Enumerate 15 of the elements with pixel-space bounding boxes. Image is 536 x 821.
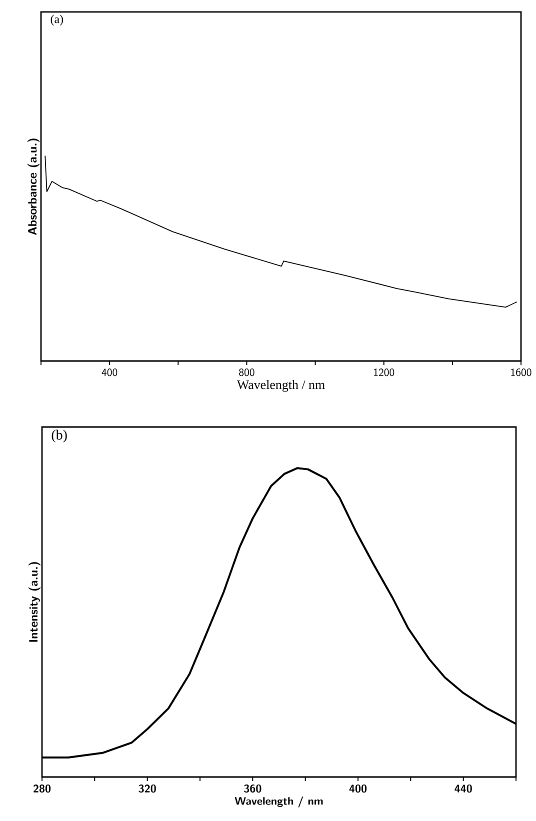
y-axis-title: Intensity (a.u.): [28, 562, 40, 642]
x-tick-label: 440: [454, 784, 472, 793]
x-tick-label: 1200: [374, 368, 394, 376]
y-axis-title: Absorbance (a.u.): [28, 138, 40, 235]
x-tick-label: 320: [138, 784, 156, 793]
x-tick-label: 1600: [511, 368, 532, 376]
x-axis-title: Wavelength / nm: [236, 380, 325, 392]
x-tick-label: 360: [244, 784, 262, 793]
x-tick-label: 400: [349, 784, 367, 793]
x-axis-title: Wavelength / nm: [234, 796, 323, 808]
chart-title: (b): [52, 430, 67, 442]
x-tick-label: 400: [102, 368, 118, 376]
x-tick-label: 800: [239, 368, 254, 376]
chart-title: (a): [50, 14, 64, 26]
x-tick-label: 280: [33, 784, 51, 793]
